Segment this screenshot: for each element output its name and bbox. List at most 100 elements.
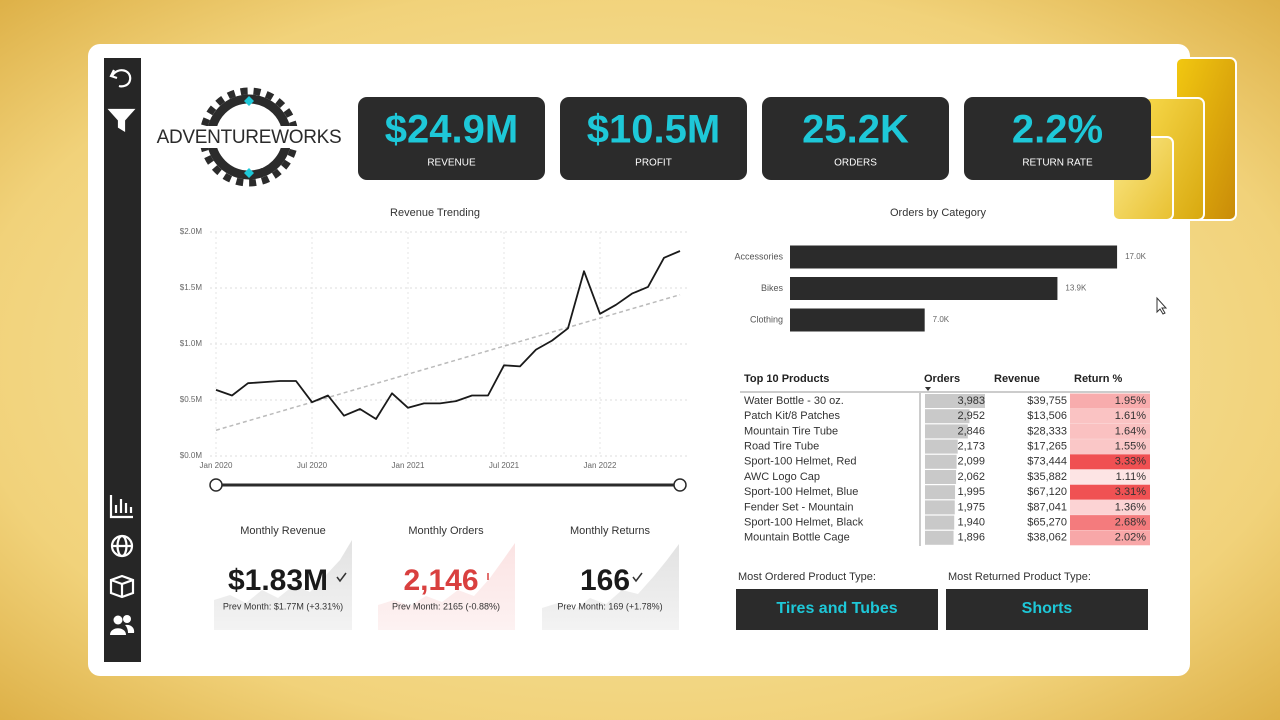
kpi-value: 2.2% — [1012, 108, 1103, 152]
kpi-card — [358, 97, 545, 180]
products-button[interactable] — [109, 574, 135, 599]
product-name: Water Bottle - 30 oz. — [744, 395, 844, 407]
card-sparkline — [214, 540, 352, 630]
return-cell — [1070, 423, 1150, 439]
revenue-value: $17,265 — [1027, 441, 1067, 453]
x-tick-label: Jan 2021 — [392, 461, 425, 470]
value-label: 17.0K — [1125, 252, 1147, 261]
return-value: 2.68% — [1115, 517, 1146, 529]
card-value: 2,146 — [403, 564, 478, 597]
revenue-value: $65,270 — [1027, 517, 1067, 529]
card-comparison: Prev Month: 2165 (-0.88%) — [392, 601, 500, 611]
return-value: 1.95% — [1115, 395, 1146, 407]
kpi-card — [762, 97, 949, 180]
orders-value: 1,940 — [957, 517, 985, 529]
category-label: Bikes — [761, 283, 784, 293]
y-tick-label: $1.5M — [180, 283, 203, 292]
status-icon — [632, 572, 643, 583]
revenue-value: $13,506 — [1027, 410, 1067, 422]
card-title: Monthly Orders — [408, 525, 484, 537]
return-cell — [1070, 408, 1150, 424]
orders-value: 1,896 — [957, 532, 985, 544]
back-button[interactable] — [109, 69, 132, 88]
return-cell — [1070, 393, 1150, 409]
orders-value: 2,952 — [957, 410, 985, 422]
orders-data-bar — [925, 530, 954, 545]
kpi-label: ORDERS — [834, 158, 877, 169]
value-label: 7.0K — [933, 315, 950, 324]
orders-data-bar — [925, 409, 970, 424]
return-value: 1.11% — [1116, 471, 1147, 483]
product-name: Patch Kit/8 Patches — [744, 410, 840, 422]
revenue-value: $28,333 — [1027, 425, 1067, 437]
slider-handle[interactable] — [209, 478, 223, 492]
orders-data-bar — [925, 515, 955, 530]
overview-button[interactable] — [109, 495, 133, 519]
orders-data-bar — [925, 424, 968, 439]
revenue-value: $39,755 — [1027, 395, 1067, 407]
card-value: $1.83M — [228, 564, 328, 597]
return-cell — [1070, 530, 1150, 546]
logo-name: ADVENTUREWORKS — [157, 127, 342, 148]
sidebar-icons — [107, 69, 136, 635]
chart-title: Revenue Trending — [390, 207, 480, 219]
y-tick-label: $1.0M — [180, 339, 203, 348]
revenue-value: $38,062 — [1027, 532, 1067, 544]
status-icon — [336, 572, 347, 583]
value-label: 13.9K — [1065, 284, 1087, 293]
product-name: Sport-100 Helmet, Red — [744, 456, 857, 468]
kpi-label: REVENUE — [427, 158, 476, 169]
y-tick-label: $0.5M — [180, 395, 203, 404]
logo-band — [162, 126, 336, 148]
return-value: 1.64% — [1115, 425, 1146, 437]
return-cell — [1070, 439, 1150, 455]
x-tick-label: Jul 2020 — [297, 461, 328, 470]
bar — [790, 308, 925, 332]
revenue-line — [215, 250, 681, 420]
kpi-value: $24.9M — [385, 108, 518, 152]
column-header: Top 10 Products — [744, 373, 829, 385]
product-type-value: Shorts — [1022, 600, 1073, 617]
y-tick-label: $2.0M — [180, 227, 203, 236]
category-label: Accessories — [734, 251, 783, 261]
kpi-value: $10.5M — [587, 108, 720, 152]
slider-handle[interactable] — [673, 478, 687, 492]
card-sparkline — [542, 544, 679, 630]
sort-indicator — [925, 387, 931, 391]
kpi-label: PROFIT — [635, 158, 672, 169]
card-title: Monthly Returns — [570, 525, 651, 537]
orders-data-bar — [925, 454, 957, 469]
orders-value: 1,995 — [957, 486, 985, 498]
product-type-card — [946, 589, 1148, 630]
sidebar — [104, 58, 141, 662]
orders-value: 2,062 — [957, 471, 985, 483]
return-value: 1.55% — [1115, 441, 1146, 453]
x-tick-label: Jan 2020 — [200, 461, 233, 470]
product-name: Mountain Bottle Cage — [744, 532, 850, 544]
report-canvas — [88, 44, 1190, 676]
product-name: Road Tire Tube — [744, 441, 819, 453]
product-type-card — [736, 589, 938, 630]
return-value: 1.36% — [1115, 501, 1146, 513]
return-value: 2.02% — [1115, 532, 1146, 544]
map-button[interactable] — [110, 534, 134, 558]
date-slider — [209, 478, 687, 492]
revenue-value: $67,120 — [1027, 486, 1067, 498]
trend-line — [215, 294, 681, 431]
kpi-card — [560, 97, 747, 180]
kpi-value: 25.2K — [802, 108, 909, 152]
return-value: 3.33% — [1115, 456, 1146, 468]
kpi-label: RETURN RATE — [1022, 158, 1093, 169]
return-cell — [1070, 499, 1150, 515]
category-label: Clothing — [750, 314, 783, 324]
product-type-value: Tires and Tubes — [776, 600, 897, 617]
filter-button[interactable] — [107, 108, 136, 132]
return-cell — [1070, 454, 1150, 470]
card-title: Monthly Revenue — [240, 525, 326, 537]
revenue-value: $35,882 — [1027, 471, 1067, 483]
customers-button[interactable] — [110, 615, 135, 635]
orders-value: 3,983 — [957, 395, 985, 407]
product-name: Sport-100 Helmet, Blue — [744, 486, 858, 498]
orders-data-bar — [925, 394, 985, 408]
